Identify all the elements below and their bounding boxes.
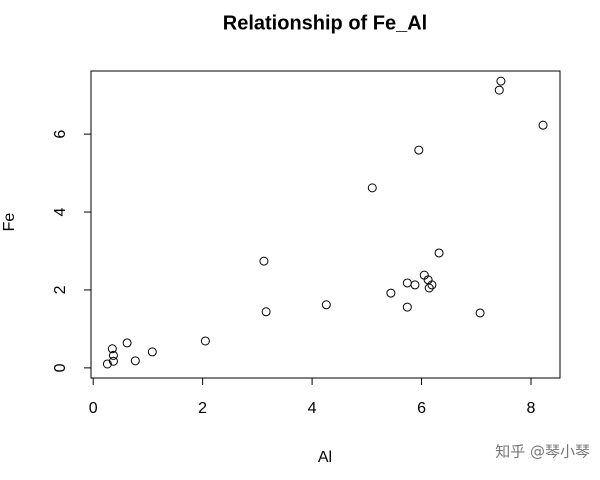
point <box>108 356 118 366</box>
y-tick-label: 6 <box>52 130 69 139</box>
point <box>321 300 331 310</box>
point <box>424 283 434 293</box>
point <box>122 338 132 348</box>
x-tick-label: 2 <box>198 400 207 417</box>
point <box>402 278 412 288</box>
watermark: 知乎 @琴小琴 <box>495 443 590 461</box>
y-tick-label: 2 <box>52 285 69 294</box>
x-tick-label: 6 <box>417 400 426 417</box>
point <box>494 85 504 95</box>
point <box>410 280 420 290</box>
y-tick-label: 4 <box>52 207 69 216</box>
point <box>386 288 396 298</box>
point <box>261 307 271 317</box>
point <box>200 336 210 346</box>
point <box>414 145 424 155</box>
point <box>367 183 377 193</box>
y-axis-label: Fe <box>1 213 18 232</box>
point <box>147 347 157 357</box>
chart-title: Relationship of Fe_Al <box>223 12 427 34</box>
point <box>102 359 112 369</box>
point <box>130 356 140 366</box>
point <box>427 280 437 290</box>
point <box>434 248 444 258</box>
point <box>475 308 485 318</box>
y-tick-label: 0 <box>52 363 69 372</box>
point <box>107 344 117 354</box>
x-tick-label: 4 <box>308 400 317 417</box>
point <box>108 350 118 360</box>
point <box>538 120 548 130</box>
point <box>496 76 506 86</box>
point <box>259 256 269 266</box>
point <box>402 302 412 312</box>
x-tick-label: 0 <box>89 400 98 417</box>
plot-frame <box>90 70 561 379</box>
x-tick-label: 8 <box>527 400 536 417</box>
x-axis-label: Al <box>318 449 332 466</box>
